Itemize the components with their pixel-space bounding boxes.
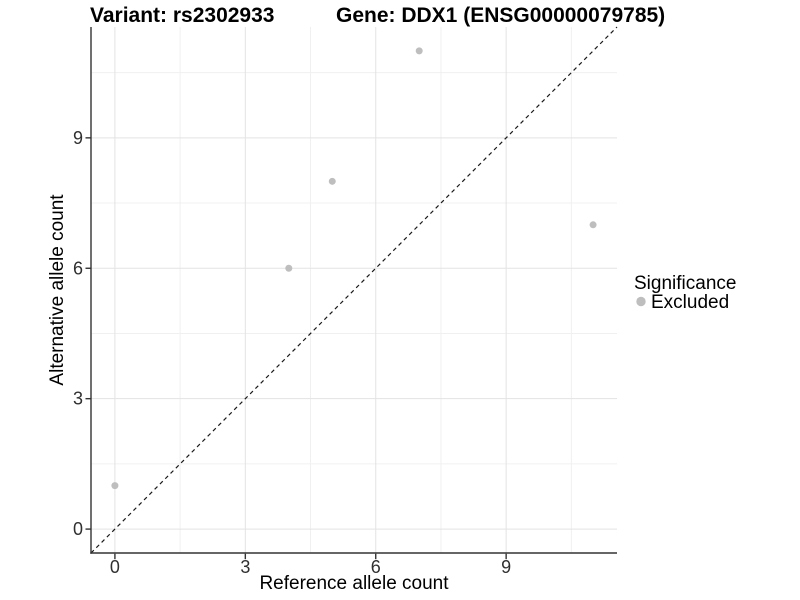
plot-panel (90, 26, 618, 554)
data-point (111, 482, 119, 490)
y-tick-label: 6 (73, 258, 83, 278)
data-point (589, 221, 597, 229)
x-tick-label: 9 (501, 557, 511, 577)
plot-title-variant: Variant: rs2302933 (90, 4, 274, 27)
identity-reference-line (90, 26, 618, 554)
legend-item-label: Excluded (651, 292, 729, 313)
data-point (415, 47, 423, 55)
y-tick-label: 3 (73, 389, 83, 409)
y-axis-ticks: 0 3 6 9 (73, 128, 91, 539)
plot-title-gene: Gene: DDX1 (ENSG00000079785) (336, 4, 665, 27)
y-axis-title: Alternative allele count (47, 194, 68, 386)
legend-title: Significance (634, 273, 736, 294)
x-tick-label: 0 (110, 557, 120, 577)
x-tick-label: 6 (371, 557, 381, 577)
x-axis-title: Reference allele count (259, 573, 449, 594)
x-axis-ticks: 0 3 6 9 (110, 553, 511, 577)
y-tick-label: 0 (73, 519, 83, 539)
data-point (328, 177, 336, 185)
x-tick-label: 3 (240, 557, 250, 577)
legend: Significance Excluded (634, 273, 736, 313)
y-tick-label: 9 (73, 128, 83, 148)
data-point (285, 264, 293, 272)
legend-key-dot-icon (636, 296, 646, 307)
